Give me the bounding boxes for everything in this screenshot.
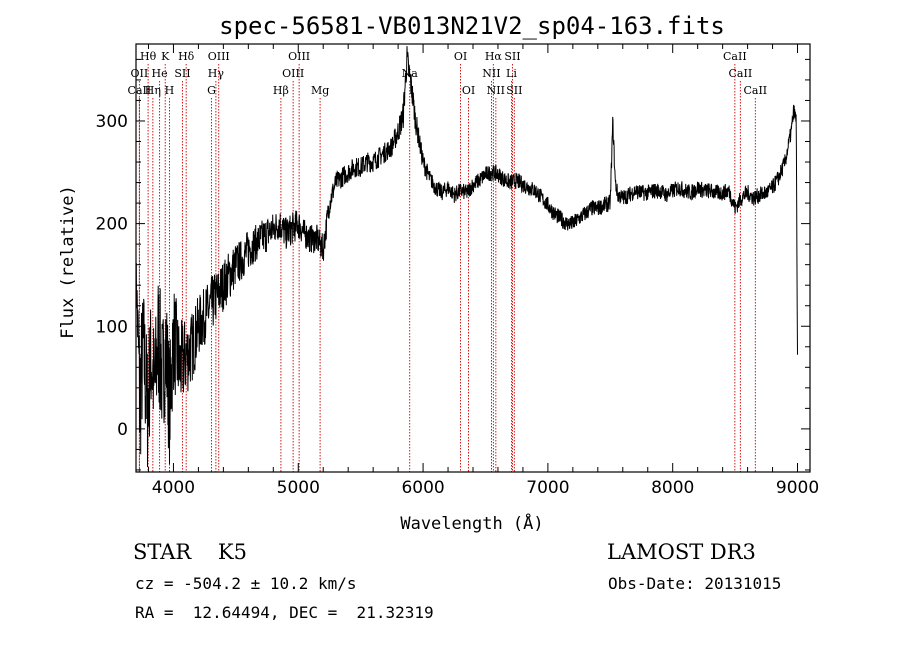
spectral-line-label-10: Hγ <box>208 67 225 80</box>
spectral-line-label-25: CaII <box>723 50 747 63</box>
spectral-line-label-11: G <box>207 84 216 97</box>
spectral-line-label-4: K <box>161 50 170 63</box>
spectral-line-label-14: OIII <box>282 67 304 80</box>
plot-frame <box>135 43 811 473</box>
spectral-line-label-13: OIII <box>288 50 310 63</box>
y-tick-label: 300 <box>96 112 128 132</box>
spectral-line-label-7: SII <box>174 67 190 80</box>
velocity-readout: cz = -504.2 ± 10.2 km/s <box>135 574 357 593</box>
y-tick-label: 200 <box>96 215 128 235</box>
survey-name: LAMOST DR3 <box>607 540 756 564</box>
object-class: STAR K5 <box>133 540 247 564</box>
x-tick-label: 7000 <box>526 478 569 498</box>
spectral-line-label-12: Hβ <box>273 84 289 97</box>
spectral-line-label-24: SII <box>506 84 522 97</box>
y-tick-label: 100 <box>96 317 128 337</box>
axis-ticks: 4000 5000 6000 7000 8000 9000 0 100 200 300 <box>96 44 819 498</box>
plot-area <box>136 46 798 468</box>
spectral-line-label-27: CaII <box>743 84 767 97</box>
spectral-line-label-26: CaII <box>729 67 753 80</box>
spectral-line-label-1: OII <box>131 67 149 80</box>
spectral-line-label-8: Hδ <box>178 50 195 63</box>
x-axis-label: Wavelength (Å) <box>400 512 543 534</box>
spectral-line-label-3: Hη <box>145 84 161 97</box>
spectral-line-label-19: Hα <box>485 50 503 63</box>
x-tick-label: 5000 <box>277 478 320 498</box>
x-tick-label: 4000 <box>152 478 195 498</box>
spectral-line-label-6: H <box>165 84 175 97</box>
x-tick-label: 8000 <box>651 478 694 498</box>
chart-title: spec-56581-VB013N21V2_sp04-163.fits <box>219 12 725 40</box>
spectral-line-label-20: SII <box>504 50 520 63</box>
coordinates: RA = 12.64494, DEC = 21.32319 <box>135 603 434 622</box>
spectral-line-label-18: OI <box>462 84 475 97</box>
spectral-line-label-22: Li <box>506 67 517 80</box>
spectral-line-label-21: NII <box>482 67 500 80</box>
y-tick-label: 0 <box>117 420 128 440</box>
spectral-line-label-5: He <box>152 67 168 80</box>
spectral-line-label-17: OI <box>454 50 467 63</box>
spectral-line-label-2: CaII <box>128 84 152 97</box>
obs-date: Obs-Date: 20131015 <box>608 574 782 593</box>
spectral-line-label-15: Mg <box>311 84 329 97</box>
x-tick-label: 6000 <box>401 478 444 498</box>
spectrum-line <box>136 46 798 468</box>
x-tick-label: 9000 <box>776 478 819 498</box>
spectral-line-label-23: NII <box>487 84 505 97</box>
spectral-line-label-0: Hθ <box>140 50 157 63</box>
spectral-line-label-9: OIII <box>208 50 230 63</box>
y-axis-label: Flux (relative) <box>58 185 78 339</box>
